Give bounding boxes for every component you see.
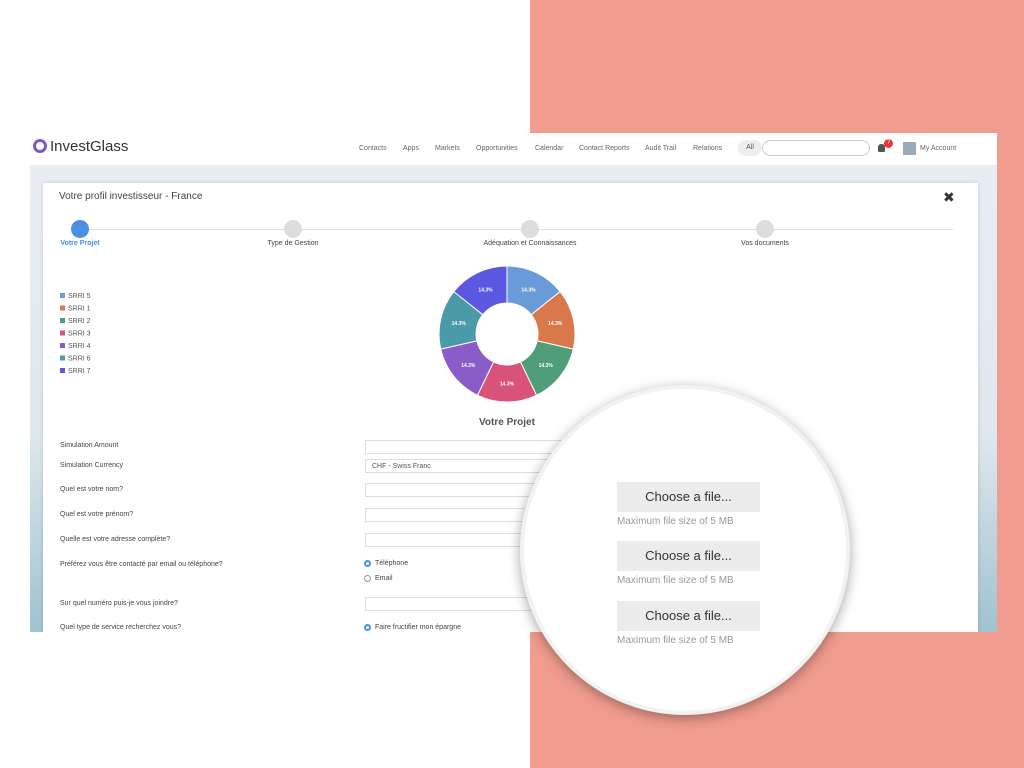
- slice-label: 14.3%: [500, 382, 515, 388]
- close[interactable]: ✖: [943, 189, 955, 205]
- chart: 14.3% SRRI 5 14.3% SRRI 1 14.3% SRRI 2 14.3% SR…: [60, 265, 576, 403]
- legend-swatch: [60, 305, 65, 311]
- step-dot: [756, 220, 774, 238]
- nav-link[interactable]: Calendar: [535, 145, 564, 152]
- file-hint: Maximum file size of 5 MB: [617, 635, 734, 646]
- step-line: [83, 229, 953, 230]
- slice-label: 14.3%: [548, 321, 563, 327]
- slice-label: 14.3%: [452, 321, 467, 327]
- field-label: Quel type de service recherchez vous?: [60, 624, 182, 631]
- radio[interactable]: [364, 560, 371, 567]
- file-hint: Maximum file size of 5 MB: [617, 575, 734, 586]
- avatar: [903, 142, 916, 155]
- legend-label: SRRI 6: [68, 356, 91, 363]
- magnifier: Choose a file... Maximum file size of 5 M…: [520, 385, 850, 715]
- nav-link[interactable]: Markets: [435, 145, 460, 152]
- file-button[interactable]: Choose a file...: [617, 482, 760, 512]
- text-input[interactable]: CHF - Swiss Franc: [365, 459, 565, 473]
- step-label: Type de Gestion: [267, 240, 319, 247]
- nav-link[interactable]: Apps: [403, 145, 419, 152]
- slice-label: 14.3%: [539, 363, 554, 369]
- step-label: Vos documents: [741, 240, 789, 247]
- field-label: Simulation Currency: [60, 462, 124, 469]
- slice-label: 14.3%: [478, 287, 493, 293]
- field-label: Quel est votre nom?: [60, 486, 124, 493]
- file-button[interactable]: Choose a file...: [617, 601, 760, 631]
- field-label: Simulation Amount: [60, 442, 119, 449]
- text-input[interactable]: [365, 440, 565, 454]
- legend-swatch: [60, 330, 65, 336]
- section-title: Votre Projet: [479, 417, 535, 428]
- field-label: Quel est votre prénom?: [60, 511, 134, 518]
- slice-label: 14.3%: [521, 287, 536, 293]
- legend-swatch: [60, 368, 65, 373]
- legend-swatch: [60, 318, 65, 323]
- legend-label: SRRI 4: [68, 343, 91, 350]
- slice-label: 14.3%: [461, 363, 476, 369]
- file-hint: Maximum file size of 5 MB: [617, 516, 734, 527]
- nav-link[interactable]: Audit Trail: [645, 145, 677, 152]
- step-label: Votre Projet: [60, 240, 100, 247]
- legend-swatch: [60, 343, 65, 348]
- slice: [453, 265, 508, 316]
- logo-icon: [33, 139, 47, 153]
- logo: InvestGlass: [50, 138, 129, 155]
- step-dot: [521, 220, 539, 238]
- legend-label: SRRI 5: [68, 293, 91, 300]
- radio[interactable]: [364, 624, 371, 631]
- step-label: Adéquation et Connaissances: [483, 240, 577, 247]
- nav-link[interactable]: Contact Reports: [579, 145, 630, 152]
- field-label: Préférez vous être contacté par email ou…: [60, 561, 223, 568]
- radio[interactable]: [364, 575, 371, 582]
- step-dot: [284, 220, 302, 238]
- radio-label: Email: [375, 575, 393, 582]
- nav-link[interactable]: Relations: [693, 145, 723, 152]
- step-dot: [71, 220, 89, 238]
- bell[interactable]: [878, 144, 885, 152]
- legend-swatch: [60, 293, 65, 298]
- account[interactable]: My Account: [920, 145, 957, 152]
- radio-label: Téléphone: [375, 560, 409, 567]
- nav-link[interactable]: Contacts: [359, 145, 387, 152]
- navbar: InvestGlass All 7 My Account Contacts App…: [30, 133, 997, 165]
- field-label: Quelle est votre adresse complète?: [60, 536, 171, 543]
- legend-label: SRRI 1: [68, 306, 91, 313]
- file-button[interactable]: Choose a file...: [617, 541, 760, 571]
- legend-swatch: [60, 355, 65, 361]
- legend-label: SRRI 3: [68, 331, 91, 338]
- search-filter[interactable]: All: [738, 140, 762, 156]
- radio-label: Faire fructifier mon épargne: [375, 624, 461, 631]
- search-box[interactable]: [762, 140, 870, 156]
- modal-title: Votre profil investisseur - France: [59, 191, 203, 202]
- nav-link[interactable]: Opportunities: [476, 145, 518, 152]
- legend-label: SRRI 7: [68, 368, 91, 375]
- screenshot: InvestGlass All 7 My Account Contacts App…: [30, 133, 997, 632]
- badge: 7: [884, 139, 893, 148]
- legend-label: SRRI 2: [68, 318, 91, 325]
- field-label: Sur quel numéro puis-je vous joindre?: [60, 600, 178, 607]
